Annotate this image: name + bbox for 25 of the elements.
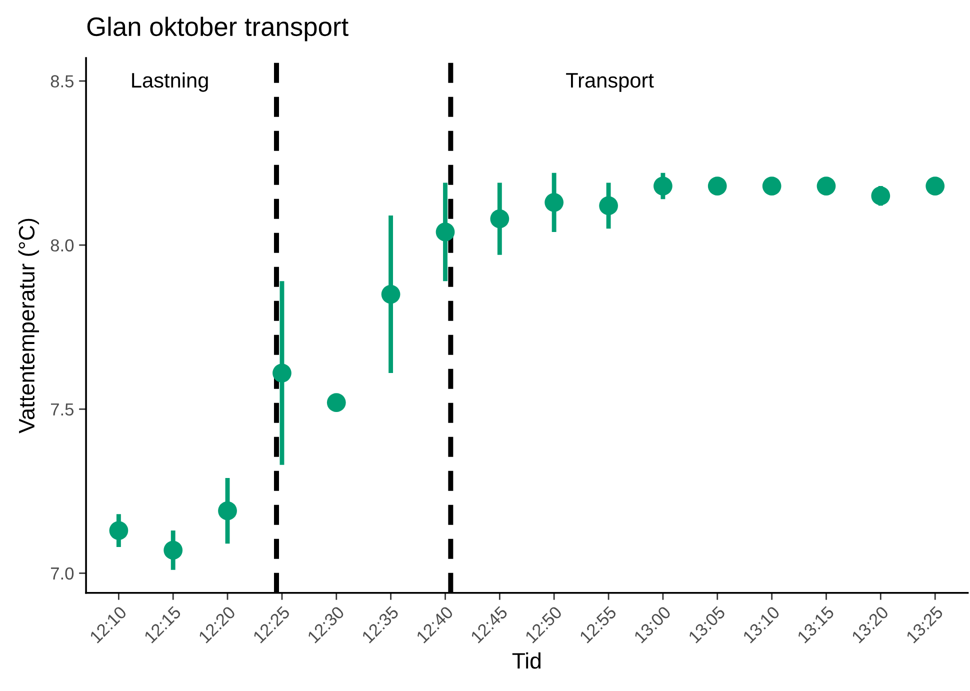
y-axis-title: Vattentemperatur (°C) xyxy=(18,218,39,434)
point xyxy=(272,364,292,382)
x-axis-title: Tid xyxy=(512,652,540,669)
point xyxy=(490,209,510,228)
point xyxy=(654,176,672,196)
point xyxy=(218,501,237,520)
point xyxy=(871,186,890,206)
point xyxy=(762,176,782,196)
point xyxy=(164,540,183,560)
point xyxy=(109,521,128,540)
y-tick-label: 7.5 xyxy=(50,403,74,416)
y-tick-label: 8.0 xyxy=(50,239,74,252)
point xyxy=(544,192,564,212)
y-tick-label: 8.5 xyxy=(50,75,74,88)
annotation: Transport xyxy=(566,73,654,92)
annotation: Lastning xyxy=(132,72,208,92)
point xyxy=(599,196,618,216)
point xyxy=(381,284,400,304)
point xyxy=(436,222,455,242)
point xyxy=(708,176,727,196)
chart-title: Glan oktober transport xyxy=(87,16,348,42)
point xyxy=(926,176,945,196)
point xyxy=(326,393,346,412)
y-tick-label: 7.0 xyxy=(50,567,74,580)
point xyxy=(816,176,836,196)
